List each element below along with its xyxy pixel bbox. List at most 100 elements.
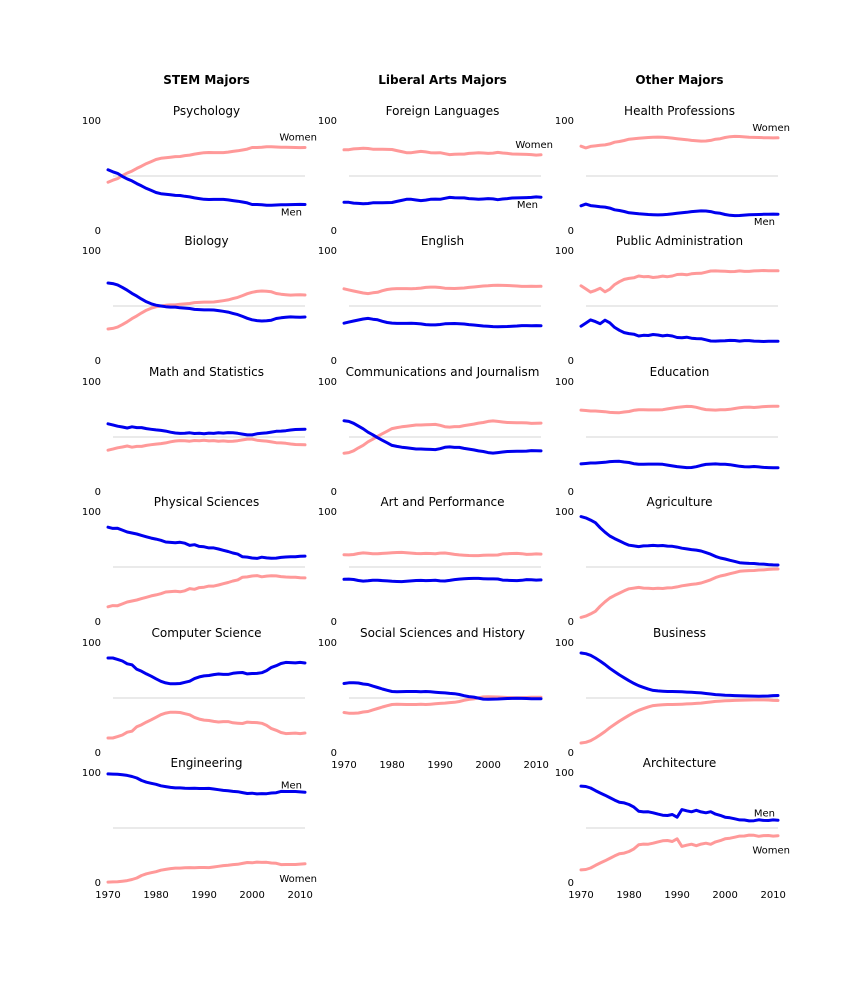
x-tick-label: 1980: [379, 760, 404, 771]
y-tick-label: 100: [555, 246, 574, 257]
x-tick-label: 2000: [475, 760, 500, 771]
panel-title: Computer Science: [152, 626, 262, 640]
y-tick-label: 100: [318, 377, 337, 388]
y-tick-label: 0: [568, 356, 574, 367]
panel-title: Math and Statistics: [149, 365, 264, 379]
y-tick-label: 100: [82, 768, 101, 779]
y-tick-label: 0: [95, 617, 101, 628]
panel-title: Health Professions: [624, 104, 735, 118]
y-tick-label: 0: [568, 226, 574, 237]
men-line: [579, 318, 780, 343]
y-tick-label: 100: [555, 768, 574, 779]
y-tick-label: 0: [331, 356, 337, 367]
men-line: [342, 316, 543, 329]
y-tick-label: 0: [331, 617, 337, 628]
x-tick-label: 1980: [143, 890, 168, 901]
y-tick-label: 100: [555, 507, 574, 518]
panel-title: English: [421, 234, 464, 248]
women-line: [579, 134, 780, 150]
y-tick-label: 0: [568, 487, 574, 498]
men-line: [342, 195, 543, 206]
women-line: [106, 860, 307, 884]
y-tick-label: 0: [331, 226, 337, 237]
women-line: [342, 146, 543, 157]
women-label: Women: [752, 846, 790, 857]
x-tick-label: 1990: [427, 760, 452, 771]
women-line: [579, 567, 780, 619]
women-line: [579, 404, 780, 415]
panel-title: Architecture: [643, 756, 716, 770]
x-tick-label: 2010: [760, 890, 785, 901]
men-line: [579, 515, 780, 567]
panel-title: Foreign Languages: [386, 104, 500, 118]
y-tick-label: 100: [82, 246, 101, 257]
men-label: Men: [517, 200, 538, 211]
men-line: [579, 784, 780, 823]
women-line: [579, 833, 780, 872]
y-tick-label: 0: [331, 487, 337, 498]
women-line: [342, 283, 543, 296]
y-tick-label: 0: [95, 748, 101, 759]
women-label: Women: [752, 123, 790, 134]
women-label: Women: [515, 140, 553, 151]
y-tick-label: 100: [318, 638, 337, 649]
women-label: Women: [279, 874, 317, 885]
panel-title: Communications and Journalism: [346, 365, 540, 379]
x-tick-label: 1970: [568, 890, 593, 901]
y-tick-label: 0: [95, 878, 101, 889]
panel-title: Education: [650, 365, 710, 379]
panel-title: Public Administration: [616, 234, 743, 248]
panel-title: Social Sciences and History: [360, 626, 525, 640]
y-tick-label: 100: [82, 377, 101, 388]
men-line: [106, 422, 307, 437]
y-tick-label: 100: [82, 116, 101, 127]
panel-title: Agriculture: [647, 495, 713, 509]
women-line: [106, 145, 307, 184]
men-line: [342, 419, 543, 455]
men-line: [106, 525, 307, 560]
y-tick-label: 0: [331, 748, 337, 759]
women-line: [106, 437, 307, 452]
column-title: Liberal Arts Majors: [378, 73, 507, 87]
women-line: [342, 550, 543, 558]
women-line: [106, 574, 307, 609]
y-tick-label: 100: [555, 116, 574, 127]
y-tick-label: 0: [95, 487, 101, 498]
x-tick-label: 2010: [287, 890, 312, 901]
women-line: [579, 698, 780, 745]
y-tick-label: 100: [82, 638, 101, 649]
men-line: [106, 281, 307, 323]
x-tick-label: 2000: [712, 890, 737, 901]
x-tick-label: 1970: [331, 760, 356, 771]
panel-title: Biology: [184, 234, 228, 248]
y-tick-label: 0: [95, 356, 101, 367]
panel-title: Psychology: [173, 104, 240, 118]
x-tick-label: 1990: [191, 890, 216, 901]
panel-title: Business: [653, 626, 706, 640]
y-tick-label: 100: [318, 116, 337, 127]
men-label: Men: [754, 808, 775, 819]
x-tick-label: 2010: [523, 760, 548, 771]
men-line: [579, 651, 780, 698]
men-line: [106, 656, 307, 686]
y-tick-label: 100: [82, 507, 101, 518]
y-tick-label: 0: [568, 878, 574, 889]
panel-title: Physical Sciences: [154, 495, 259, 509]
women-line: [106, 289, 307, 331]
men-line: [579, 202, 780, 218]
men-line: [579, 459, 780, 470]
y-tick-label: 100: [555, 377, 574, 388]
y-tick-label: 0: [568, 748, 574, 759]
y-tick-label: 100: [318, 246, 337, 257]
y-tick-label: 0: [95, 226, 101, 237]
men-line: [342, 576, 543, 584]
men-label: Men: [281, 207, 302, 218]
women-line: [579, 269, 780, 294]
y-tick-label: 100: [318, 507, 337, 518]
men-line: [106, 772, 307, 796]
y-tick-label: 100: [555, 638, 574, 649]
women-label: Women: [279, 133, 317, 144]
x-tick-label: 1990: [664, 890, 689, 901]
men-line: [106, 168, 307, 207]
